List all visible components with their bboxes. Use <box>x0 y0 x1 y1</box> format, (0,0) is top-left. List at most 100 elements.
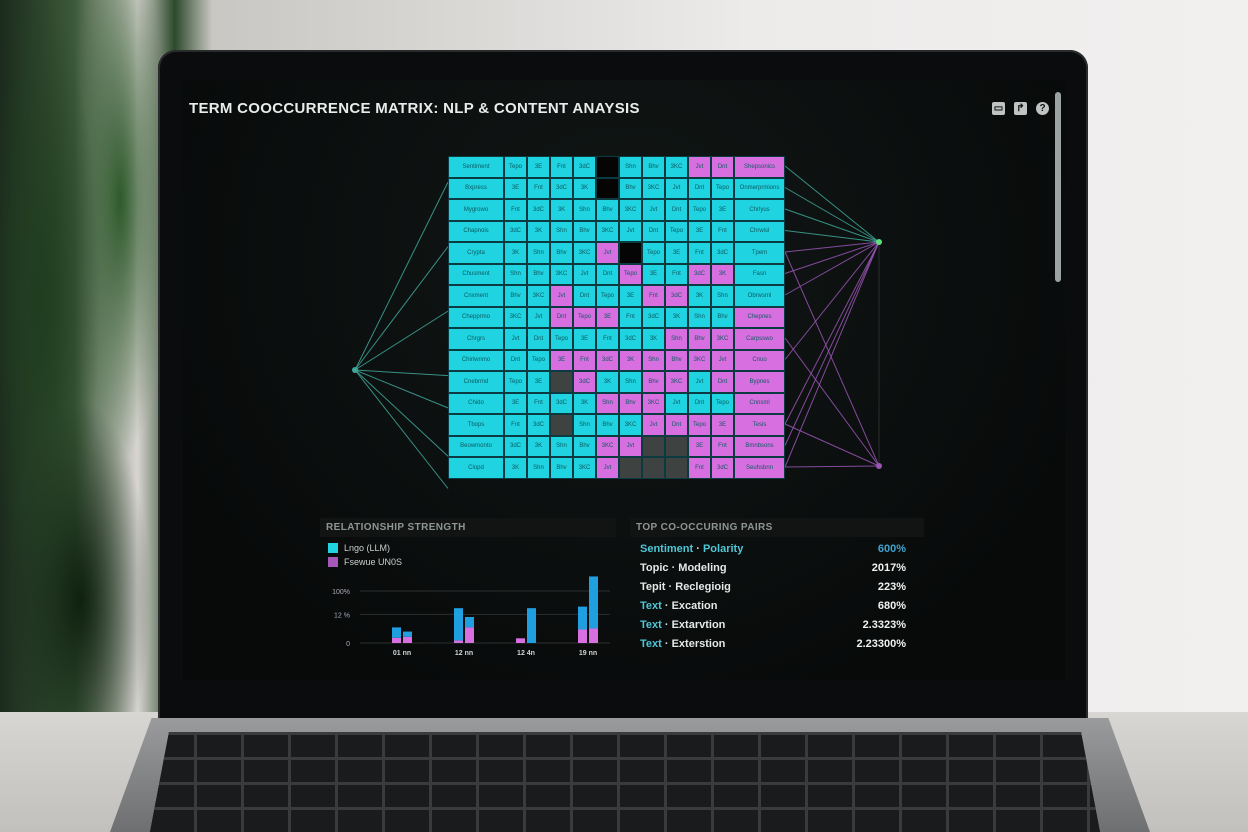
matrix-cell[interactable] <box>596 177 619 199</box>
matrix-cell[interactable]: 3E <box>711 199 734 221</box>
matrix-cell[interactable]: Dnt <box>550 306 573 328</box>
matrix-cell[interactable]: 3KC <box>550 263 573 285</box>
matrix-col-label[interactable]: Bypnes <box>734 371 785 393</box>
matrix-cell[interactable]: 3dC <box>573 371 596 393</box>
matrix-cell[interactable]: Shn <box>550 435 573 457</box>
matrix-cell[interactable]: Tepo <box>573 306 596 328</box>
matrix-cell[interactable]: Bhv <box>665 349 688 371</box>
matrix-cell[interactable]: 3dC <box>550 392 573 414</box>
network-node[interactable] <box>352 367 358 373</box>
matrix-cell[interactable]: 3E <box>688 435 711 457</box>
matrix-col-label[interactable]: Tpem <box>734 242 785 264</box>
matrix-cell[interactable]: Fnt <box>573 349 596 371</box>
matrix-cell[interactable]: Tepo <box>642 242 665 264</box>
matrix-cell[interactable]: Shn <box>573 414 596 436</box>
matrix-col-label[interactable]: Tesis <box>734 414 785 436</box>
matrix-cell[interactable]: 3KC <box>665 371 688 393</box>
matrix-cell[interactable] <box>665 457 688 479</box>
matrix-cell[interactable]: Bhv <box>550 457 573 479</box>
matrix-cell[interactable]: Jvt <box>619 435 642 457</box>
matrix-cell[interactable]: Bhv <box>573 435 596 457</box>
matrix-cell[interactable]: Bhv <box>619 177 642 199</box>
matrix-cell[interactable]: 3E <box>573 328 596 350</box>
matrix-col-label[interactable]: Chrwisl <box>734 220 785 242</box>
matrix-cell[interactable]: Jvt <box>711 349 734 371</box>
matrix-cell[interactable]: 3K <box>504 457 527 479</box>
matrix-cell[interactable]: Jvt <box>504 328 527 350</box>
matrix-cell[interactable]: 3dC <box>711 457 734 479</box>
matrix-row-label[interactable]: Mygrowo <box>448 199 504 221</box>
matrix-cell[interactable]: Tepo <box>527 349 550 371</box>
matrix-cell[interactable]: Dnt <box>711 156 734 178</box>
matrix-cell[interactable]: Fnt <box>527 392 550 414</box>
matrix-cell[interactable]: Jvt <box>550 285 573 307</box>
matrix-cell[interactable]: Fnt <box>642 285 665 307</box>
matrix-cell[interactable]: 3dC <box>504 220 527 242</box>
matrix-row-label[interactable]: Cnxment <box>448 285 504 307</box>
matrix-cell[interactable]: Bhv <box>711 306 734 328</box>
matrix-cell[interactable]: 3dC <box>688 263 711 285</box>
matrix-cell[interactable]: Fnt <box>711 220 734 242</box>
matrix-cell[interactable]: Fnt <box>688 242 711 264</box>
matrix-cell[interactable]: Bhv <box>573 220 596 242</box>
matrix-cell[interactable] <box>596 156 619 178</box>
matrix-cell[interactable]: Fnt <box>711 435 734 457</box>
matrix-cell[interactable]: Jvt <box>688 371 711 393</box>
matrix-cell[interactable]: Fnt <box>504 414 527 436</box>
matrix-cell[interactable]: 3dC <box>573 156 596 178</box>
matrix-cell[interactable]: 3KC <box>619 199 642 221</box>
matrix-cell[interactable]: Tepo <box>504 371 527 393</box>
matrix-cell[interactable]: 3K <box>665 306 688 328</box>
matrix-cell[interactable]: 3E <box>596 306 619 328</box>
matrix-cell[interactable]: Dnt <box>665 199 688 221</box>
network-node[interactable] <box>876 239 882 245</box>
matrix-cell[interactable]: 3dC <box>711 242 734 264</box>
matrix-cell[interactable]: 3dC <box>619 328 642 350</box>
matrix-cell[interactable]: Tepo <box>688 199 711 221</box>
matrix-cell[interactable]: 3KC <box>688 349 711 371</box>
matrix-cell[interactable]: Shn <box>619 371 642 393</box>
matrix-cell[interactable]: 3dC <box>504 435 527 457</box>
matrix-cell[interactable]: Tepo <box>550 328 573 350</box>
pair-row[interactable]: Text · Extarvtion 2.3323% <box>640 619 906 638</box>
matrix-row-label[interactable]: Bxpress <box>448 177 504 199</box>
matrix-cell[interactable]: Jvt <box>596 242 619 264</box>
matrix-cell[interactable]: Shn <box>619 156 642 178</box>
matrix-cell[interactable]: Shn <box>665 328 688 350</box>
matrix-cell[interactable]: Jvt <box>665 392 688 414</box>
matrix-cell[interactable]: 3KC <box>573 457 596 479</box>
matrix-cell[interactable]: 3E <box>619 285 642 307</box>
matrix-cell[interactable]: 3E <box>688 220 711 242</box>
matrix-cell[interactable]: 3dC <box>596 349 619 371</box>
matrix-cell[interactable]: 3K <box>504 242 527 264</box>
matrix-cell[interactable]: Tepo <box>711 392 734 414</box>
matrix-cell[interactable]: 3E <box>550 349 573 371</box>
matrix-cell[interactable]: 3KC <box>642 177 665 199</box>
matrix-cell[interactable]: Tepo <box>504 156 527 178</box>
matrix-cell[interactable]: 3K <box>711 263 734 285</box>
matrix-cell[interactable]: Dnt <box>504 349 527 371</box>
matrix-cell[interactable]: 3K <box>573 177 596 199</box>
matrix-cell[interactable]: 3dC <box>665 285 688 307</box>
matrix-cell[interactable]: 3K <box>527 435 550 457</box>
matrix-cell[interactable]: Jvt <box>688 156 711 178</box>
matrix-cell[interactable]: 3dC <box>527 199 550 221</box>
matrix-cell[interactable] <box>665 435 688 457</box>
matrix-cell[interactable]: Bhv <box>596 199 619 221</box>
matrix-col-label[interactable]: Cnuo <box>734 349 785 371</box>
matrix-row-label[interactable]: Chapnois <box>448 220 504 242</box>
matrix-cell[interactable]: Dnt <box>573 285 596 307</box>
matrix-row-label[interactable]: Chiriwnmo <box>448 349 504 371</box>
matrix-cell[interactable]: Shn <box>527 457 550 479</box>
matrix-col-label[interactable]: Bmnbsons <box>734 435 785 457</box>
matrix-cell[interactable]: 3E <box>504 392 527 414</box>
matrix-cell[interactable]: 3KC <box>527 285 550 307</box>
matrix-cell[interactable] <box>642 457 665 479</box>
matrix-cell[interactable]: 3E <box>711 414 734 436</box>
matrix-cell[interactable]: 3KC <box>642 392 665 414</box>
matrix-cell[interactable]: Shn <box>504 263 527 285</box>
matrix-cell[interactable]: Jvt <box>527 306 550 328</box>
matrix-cell[interactable] <box>550 414 573 436</box>
matrix-cell[interactable]: 3E <box>504 177 527 199</box>
matrix-cell[interactable]: Bhv <box>619 392 642 414</box>
